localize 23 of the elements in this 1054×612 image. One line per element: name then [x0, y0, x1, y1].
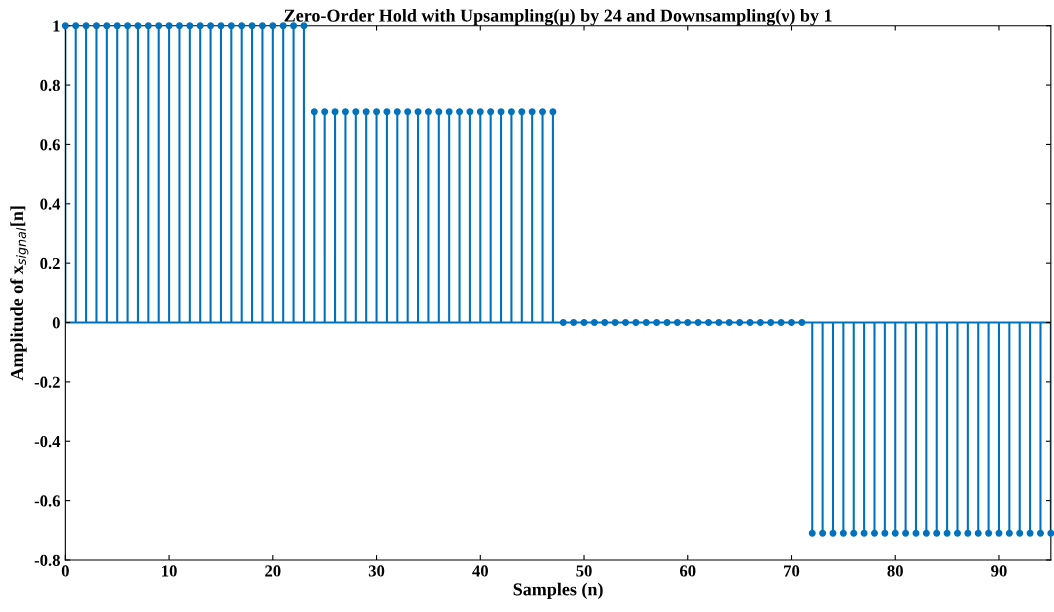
y-tick-label: 0.6 — [40, 139, 60, 151]
y-tick-label: 0.2 — [40, 257, 60, 270]
x-tick-label: 20 — [265, 565, 281, 577]
chart-title: Zero-Order Hold with Upsampling(μ) by 24 and Downsampling(ν) by 1 — [284, 9, 832, 26]
y-tick-label: 0.8 — [40, 79, 60, 92]
x-tick-label: 40 — [472, 565, 488, 577]
y-tick-label: 0.4 — [40, 198, 61, 210]
x-axis-title: Samples (n) — [513, 582, 603, 600]
y-tick-label: -0.2 — [34, 376, 60, 388]
x-tick-label: 10 — [162, 565, 177, 577]
x-tick-label: 0 — [61, 565, 69, 577]
y-tick-label: -0.8 — [34, 554, 60, 566]
y-tick-label: 1 — [53, 20, 60, 32]
x-tick-label: 80 — [887, 565, 903, 577]
y-axis-title: Amplitude of x$_{signal}$[n] — [10, 206, 29, 381]
x-tick-label: 30 — [368, 565, 385, 577]
y-tick-label: 0 — [52, 317, 60, 329]
y-tick-label: -0.6 — [34, 495, 60, 507]
x-tick-label: 90 — [991, 565, 1007, 577]
x-tick-label: 50 — [576, 565, 592, 577]
y-tick-label: -0.4 — [34, 435, 61, 448]
x-tick-label: 60 — [680, 565, 696, 577]
x-tick-label: 70 — [784, 565, 800, 577]
